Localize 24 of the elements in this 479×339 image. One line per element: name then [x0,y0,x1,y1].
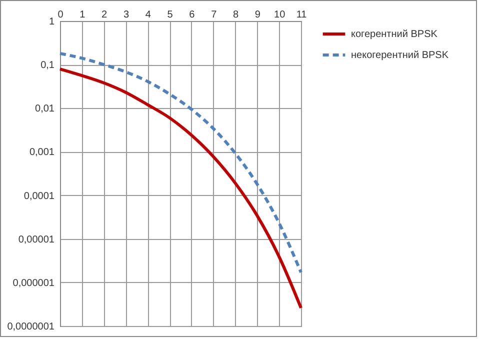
x-tick-label: 11 [296,10,308,20]
x-tick-label: 3 [123,10,130,20]
legend-label: когерентний BPSK [351,29,438,40]
y-tick-label: 0,001 [29,147,55,158]
y-tick-label: 0,0001 [24,190,55,202]
x-tick-label: 2 [102,10,108,20]
y-tick-label: 0,0000001 [7,322,55,332]
x-tick-label: 9 [254,10,261,20]
x-tick-label: 0 [58,10,64,20]
legend-label: некогерентний BPSK [351,50,449,61]
y-tick-label: 0,01 [35,104,55,115]
x-tick-label: 5 [167,10,174,20]
x-tick-label: 10 [274,10,286,20]
y-tick-label: 0,000001 [12,278,55,289]
x-tick-label: 4 [145,10,152,20]
x-tick-label: 1 [80,10,86,20]
y-tick-label: 0,1 [40,60,55,72]
x-tick-label: 6 [189,10,196,20]
x-tick-label: 7 [211,10,218,20]
line-series [58,52,302,274]
y-tick-label: 0,00001 [18,234,55,246]
x-tick-label: 8 [232,10,239,20]
line-series [58,68,302,310]
y-tick-label: 1 [48,16,55,28]
